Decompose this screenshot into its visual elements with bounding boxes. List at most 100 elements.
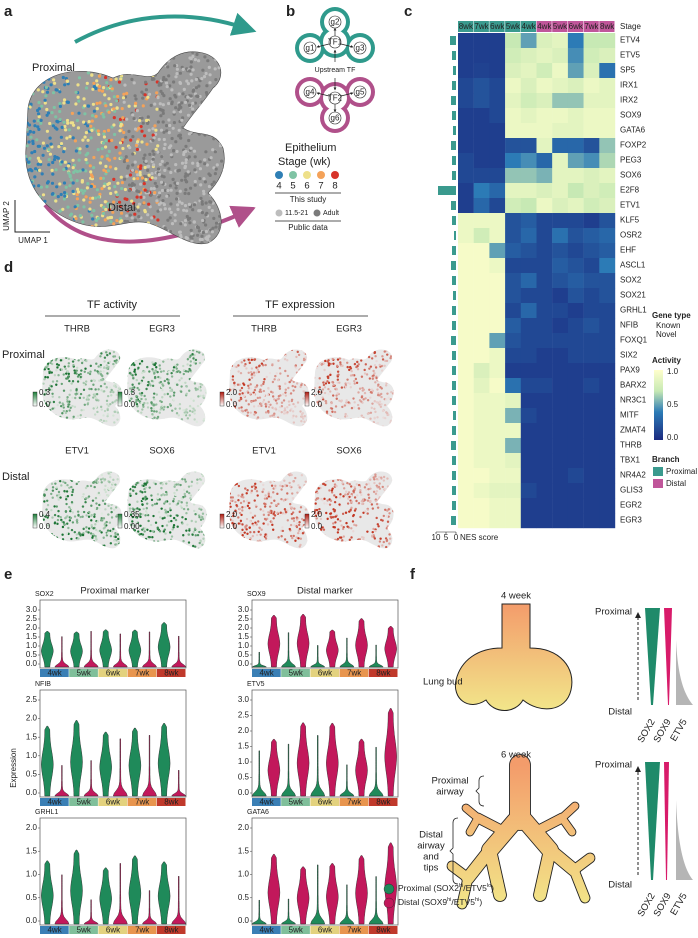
umap-point	[112, 478, 115, 482]
umap-point	[153, 375, 157, 379]
umap-point	[198, 94, 202, 99]
umap-point	[51, 543, 54, 547]
umap-point	[280, 350, 283, 353]
umap-point	[139, 182, 143, 186]
umap-point	[161, 120, 165, 124]
umap-point	[65, 79, 70, 83]
umap-point	[115, 393, 118, 397]
heatmap-cell	[599, 258, 616, 274]
umap-point	[241, 545, 244, 548]
umap-point	[138, 116, 142, 120]
umap-point	[324, 359, 327, 363]
umap-point	[127, 104, 131, 108]
legend-title: Epithelium	[285, 142, 336, 154]
umap-point	[237, 522, 240, 525]
umap-point	[213, 94, 217, 98]
colorbar	[117, 391, 123, 407]
umap-point	[146, 115, 150, 119]
umap-point	[135, 54, 139, 59]
umap-point	[338, 503, 341, 506]
heatmap-cell	[458, 333, 474, 349]
heatmap-cell	[505, 333, 521, 349]
heatmap-cell	[505, 93, 521, 109]
umap-point	[241, 523, 244, 526]
umap-point	[383, 350, 386, 353]
umap-point	[92, 532, 95, 536]
umap-point	[218, 181, 223, 186]
umap-point	[206, 544, 207, 547]
umap-point	[323, 416, 326, 419]
umap-point	[142, 405, 145, 408]
umap-point	[256, 416, 260, 419]
umap-point	[163, 188, 168, 192]
umap-point	[187, 472, 191, 475]
umap-point	[106, 229, 110, 233]
umap-point	[103, 478, 107, 481]
umap-point	[100, 531, 103, 534]
umap-point	[203, 47, 206, 50]
umap-point	[96, 473, 100, 476]
umap-point	[203, 370, 207, 373]
umap-point	[117, 80, 122, 84]
annotation: Upstream TF	[315, 67, 356, 74]
umap-point	[50, 508, 53, 512]
umap-point	[168, 423, 171, 426]
umap-point	[165, 129, 169, 133]
umap-point	[110, 138, 114, 142]
heatmap-cell	[536, 153, 553, 169]
umap-point	[95, 538, 98, 541]
umap-point	[105, 399, 109, 403]
umap-point	[170, 136, 174, 141]
umap-point	[376, 393, 380, 397]
umap-point	[144, 514, 147, 517]
heatmap-cell	[489, 183, 506, 199]
umap-point	[180, 377, 183, 380]
umap-point	[267, 540, 270, 543]
heatmap-cell	[583, 303, 600, 319]
umap-point	[329, 414, 332, 418]
umap-point	[277, 359, 280, 362]
umap-point	[51, 486, 55, 489]
stage-header	[473, 21, 489, 32]
umap-point	[152, 77, 156, 81]
umap-point	[95, 349, 99, 353]
umap-point	[39, 51, 43, 53]
umap-point	[114, 385, 118, 389]
umap-point	[261, 416, 265, 419]
umap-point	[58, 419, 61, 423]
umap-point	[134, 516, 138, 519]
umap-point	[342, 535, 345, 538]
colorbar-label: 0.4	[39, 510, 51, 519]
umap-point	[90, 59, 94, 63]
umap-point	[143, 540, 146, 543]
umap-point	[172, 148, 176, 153]
umap-point	[38, 168, 42, 172]
umap-point	[154, 176, 158, 180]
umap-point	[105, 81, 109, 85]
umap-point	[86, 403, 89, 406]
umap-point	[200, 530, 204, 533]
umap-point	[335, 353, 338, 357]
umap-point	[360, 355, 363, 358]
umap-point	[222, 113, 225, 117]
umap-point	[182, 369, 186, 372]
umap-point	[264, 549, 266, 551]
umap-point	[164, 500, 167, 503]
umap-point	[51, 496, 54, 499]
umap-point	[327, 376, 330, 380]
umap-point	[323, 386, 327, 389]
umap-point	[279, 372, 282, 375]
umap-point	[151, 368, 154, 371]
umap-point	[115, 106, 119, 110]
umap-point	[82, 205, 86, 209]
umap-point	[187, 103, 192, 107]
umap-point	[129, 410, 133, 413]
umap-point	[193, 168, 197, 172]
colorbar-label: 0.0	[311, 400, 323, 409]
umap-point	[380, 403, 383, 406]
umap-point	[118, 498, 122, 501]
umap-point	[107, 149, 111, 153]
umap-point	[160, 507, 163, 510]
umap	[25, 47, 225, 245]
heatmap-cell	[583, 213, 600, 229]
